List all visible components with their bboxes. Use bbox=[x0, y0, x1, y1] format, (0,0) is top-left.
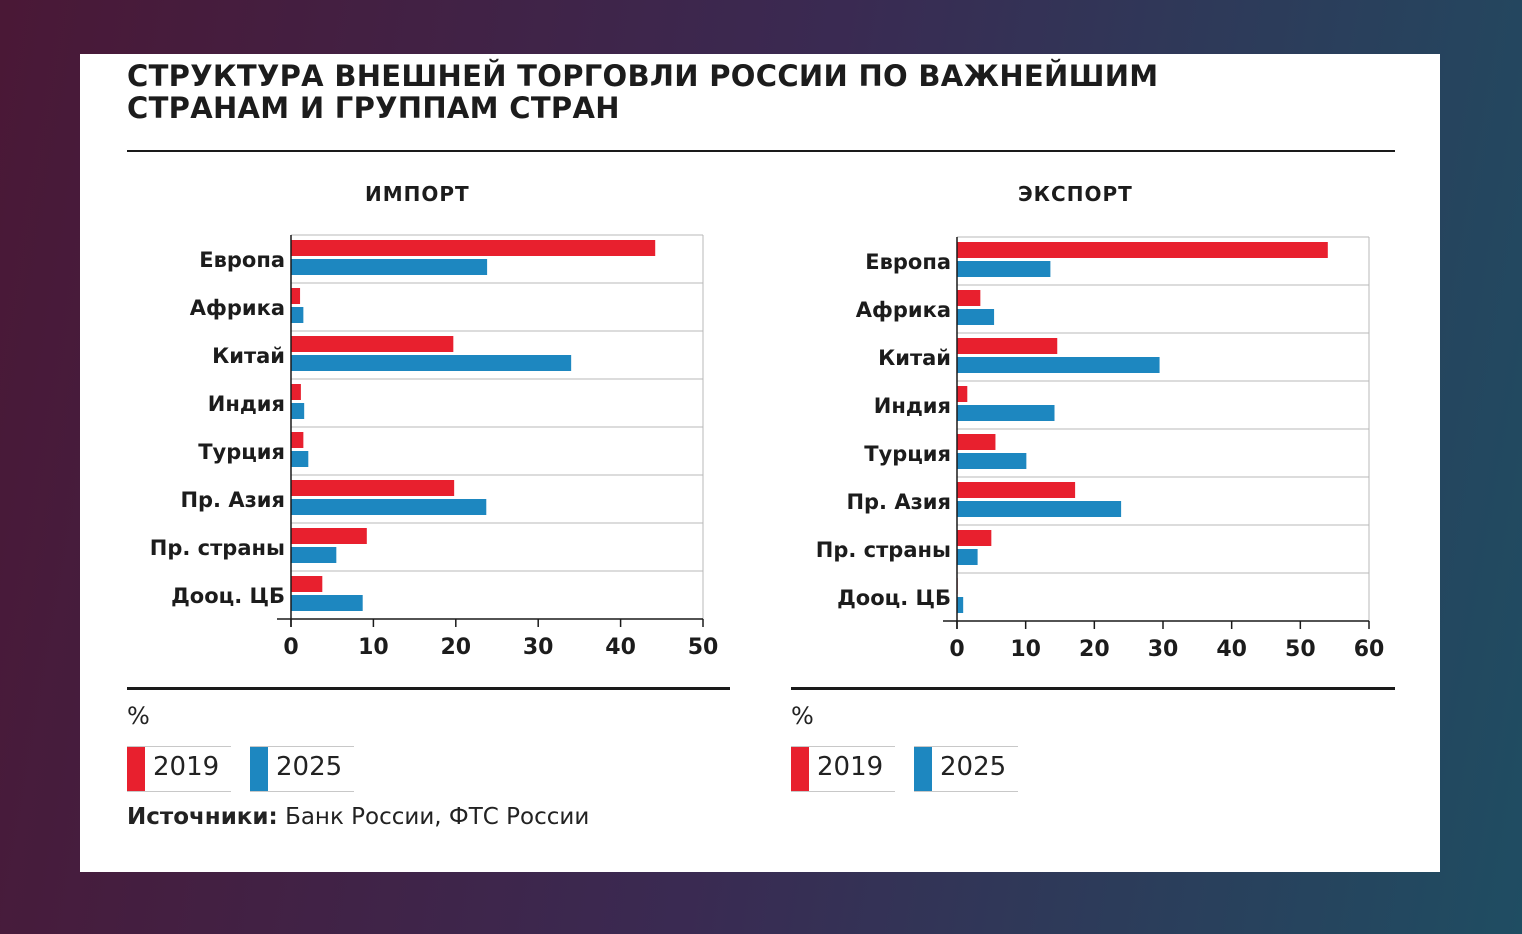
bar-2019 bbox=[957, 290, 981, 306]
bar-2025 bbox=[291, 259, 488, 275]
bar-2019 bbox=[957, 530, 992, 546]
import-legend-2019: 2019 bbox=[127, 746, 231, 792]
source-note: Источники: Банк России, ФТС России bbox=[127, 804, 589, 830]
legend-label-2019: 2019 bbox=[817, 752, 884, 782]
category-label: Пр. Азия bbox=[846, 490, 951, 514]
bar-2025 bbox=[291, 547, 337, 563]
bar-2025 bbox=[291, 451, 309, 467]
bar-2019 bbox=[957, 338, 1058, 354]
x-tick-label: 60 bbox=[1354, 637, 1385, 662]
export-legend-2019: 2019 bbox=[791, 746, 895, 792]
bar-2019 bbox=[291, 384, 301, 400]
x-tick-label: 40 bbox=[605, 635, 636, 660]
category-label: Китай bbox=[212, 344, 285, 368]
bar-2025 bbox=[291, 403, 305, 419]
bar-2025 bbox=[957, 309, 995, 325]
category-label: Дооц. ЦБ bbox=[171, 584, 285, 608]
bar-2025 bbox=[291, 355, 572, 371]
export-unit-label: % bbox=[791, 702, 814, 730]
x-tick-label: 40 bbox=[1216, 637, 1247, 662]
bar-2025 bbox=[957, 357, 1160, 373]
category-label: Дооц. ЦБ bbox=[837, 586, 951, 610]
import-chart-title: ИМПОРТ bbox=[365, 182, 470, 206]
bar-2025 bbox=[957, 597, 964, 613]
legend-label-2019: 2019 bbox=[153, 752, 220, 782]
category-label: Пр. страны bbox=[150, 536, 285, 560]
x-tick-label: 0 bbox=[949, 637, 964, 662]
x-tick-label: 20 bbox=[440, 635, 471, 660]
category-label: Индия bbox=[208, 392, 285, 416]
x-tick-label: 30 bbox=[1148, 637, 1179, 662]
bar-2025 bbox=[957, 453, 1027, 469]
bar-2019 bbox=[291, 480, 455, 496]
legend-label-2025: 2025 bbox=[940, 752, 1007, 782]
source-label: Источники: bbox=[127, 804, 278, 830]
bar-2019 bbox=[957, 242, 1328, 258]
category-label: Европа bbox=[199, 248, 285, 272]
bar-2025 bbox=[291, 595, 363, 611]
bar-2019 bbox=[291, 336, 454, 352]
page-title: СТРУКТУРА ВНЕШНЕЙ ТОРГОВЛИ РОССИИ ПО ВАЖ… bbox=[127, 59, 1159, 125]
x-tick-label: 10 bbox=[358, 635, 389, 660]
import-legend-2025: 2025 bbox=[250, 746, 354, 792]
bar-2019 bbox=[957, 482, 1076, 498]
legend-swatch-2019 bbox=[791, 747, 809, 791]
bar-2019 bbox=[291, 528, 367, 544]
x-tick-label: 50 bbox=[688, 635, 719, 660]
bar-2019 bbox=[957, 434, 996, 450]
bar-2025 bbox=[957, 549, 978, 565]
bar-2019 bbox=[957, 386, 968, 402]
export-bar-chart: Европа Африка Китай Индия Турция Пр. Азия Пр. … bbox=[816, 236, 1385, 662]
legend-swatch-2019 bbox=[127, 747, 145, 791]
title-divider bbox=[127, 150, 1395, 152]
bar-2025 bbox=[957, 405, 1055, 421]
import-bottom-divider bbox=[127, 687, 730, 690]
bar-2019 bbox=[291, 240, 656, 256]
category-label: Африка bbox=[856, 298, 951, 322]
category-label: Пр. страны bbox=[816, 538, 951, 562]
x-tick-label: 50 bbox=[1285, 637, 1316, 662]
category-label: Турция bbox=[864, 442, 951, 466]
x-tick-label: 20 bbox=[1079, 637, 1110, 662]
category-label: Пр. Азия bbox=[180, 488, 285, 512]
x-tick-label: 30 bbox=[523, 635, 554, 660]
legend-label-2025: 2025 bbox=[276, 752, 343, 782]
x-tick-label: 0 bbox=[283, 635, 298, 660]
import-unit-label: % bbox=[127, 702, 150, 730]
category-label: Турция bbox=[198, 440, 285, 464]
category-label: Индия bbox=[874, 394, 951, 418]
bar-2025 bbox=[291, 499, 487, 515]
bar-2019 bbox=[291, 432, 304, 448]
export-legend-2025: 2025 bbox=[914, 746, 1018, 792]
legend-swatch-2025 bbox=[914, 747, 932, 791]
source-text: Банк России, ФТС России bbox=[285, 804, 590, 830]
import-bar-chart: Европа Африка Китай Индия Турция Пр. Азия Пр. … bbox=[150, 234, 719, 660]
export-chart-title: ЭКСПОРТ bbox=[1018, 182, 1133, 206]
chart-card: СТРУКТУРА ВНЕШНЕЙ ТОРГОВЛИ РОССИИ ПО ВАЖ… bbox=[80, 54, 1440, 872]
bar-2019 bbox=[291, 288, 301, 304]
category-label: Европа bbox=[865, 250, 951, 274]
bar-2025 bbox=[291, 307, 304, 323]
category-label: Африка bbox=[190, 296, 285, 320]
bar-2019 bbox=[291, 576, 323, 592]
legend-swatch-2025 bbox=[250, 747, 268, 791]
category-label: Китай bbox=[878, 346, 951, 370]
export-bottom-divider bbox=[791, 687, 1395, 690]
x-tick-label: 10 bbox=[1010, 637, 1041, 662]
bar-2025 bbox=[957, 261, 1051, 277]
bar-2025 bbox=[957, 501, 1122, 517]
